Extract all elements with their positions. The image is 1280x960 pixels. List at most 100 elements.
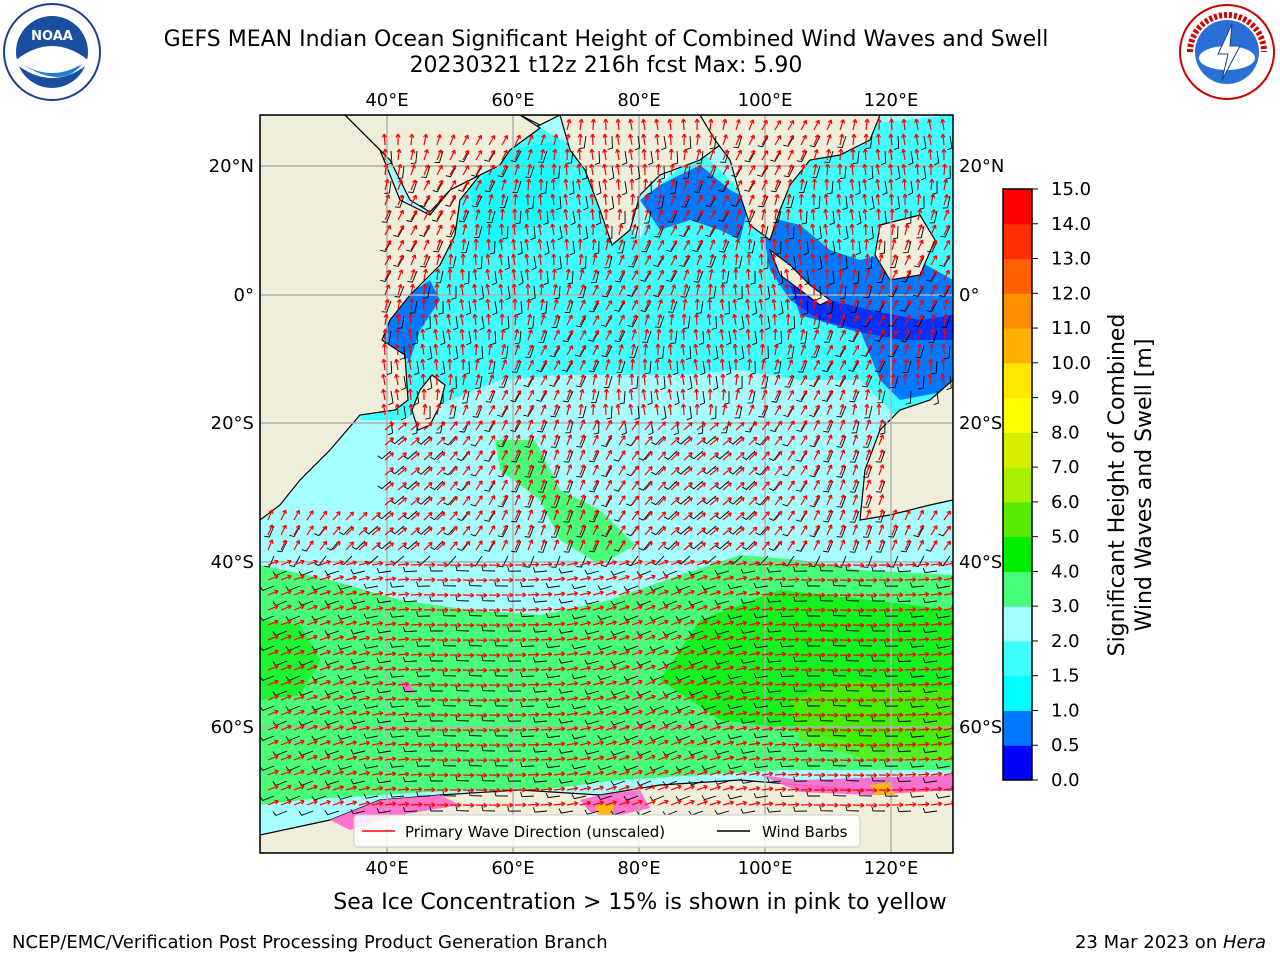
- wave-direction-arrow: [680, 388, 686, 401]
- wave-direction-arrow: [709, 482, 719, 491]
- wave-direction-arrow: [371, 512, 381, 521]
- wave-direction-arrow: [540, 314, 546, 326]
- wave-direction-arrow: [657, 466, 667, 476]
- wave-direction-arrow: [565, 268, 571, 281]
- wind-barb: [728, 525, 743, 535]
- wind-barb: [505, 285, 511, 301]
- wave-direction-arrow: [784, 253, 790, 266]
- wind-barb: [651, 525, 665, 536]
- wave-direction-arrow: [758, 268, 764, 281]
- wind-barb: [724, 300, 730, 315]
- bottom-lon-label: 120°E: [864, 858, 919, 879]
- wind-barb: [765, 315, 771, 331]
- wave-direction-arrow: [553, 524, 560, 536]
- wave-direction-arrow: [693, 388, 700, 401]
- wave-direction-arrow: [839, 494, 846, 506]
- wave-direction-arrow: [592, 479, 599, 491]
- wave-direction-arrow: [693, 343, 699, 356]
- wave-direction-arrow: [631, 559, 643, 566]
- wave-direction-arrow: [917, 224, 924, 236]
- wave-direction-arrow: [628, 163, 634, 176]
- wave-direction-arrow: [475, 510, 483, 521]
- right-lat-label: 0°: [959, 285, 979, 306]
- wind-barb: [932, 180, 938, 195]
- wave-direction-arrow: [878, 494, 885, 506]
- wave-direction-arrow: [761, 421, 770, 431]
- wind-barb: [706, 255, 717, 268]
- wind-barb: [635, 135, 641, 151]
- wind-barb: [750, 270, 756, 285]
- wind-barb: [809, 525, 821, 538]
- wind-barb: [848, 360, 860, 372]
- wind-barb: [836, 525, 847, 538]
- wind-barb: [836, 405, 847, 418]
- wave-direction-arrow: [579, 329, 587, 341]
- wind-barb: [770, 150, 782, 162]
- wave-direction-arrow: [501, 419, 508, 431]
- wave-direction-arrow: [683, 482, 693, 491]
- wave-direction-arrow: [878, 253, 884, 266]
- wave-direction-arrow: [875, 133, 882, 146]
- wind-barb: [871, 565, 886, 572]
- wave-direction-arrow: [579, 539, 586, 551]
- wind-barb: [737, 375, 743, 390]
- wave-direction-arrow: [615, 148, 621, 161]
- footer-date-text: 23 Mar 2023 on: [1074, 932, 1223, 953]
- wind-barb: [433, 240, 444, 253]
- wave-direction-arrow: [722, 527, 732, 536]
- wind-barb: [550, 435, 561, 448]
- wave-direction-arrow: [824, 178, 830, 191]
- wave-direction-arrow: [488, 509, 496, 521]
- wave-direction-arrow: [423, 511, 433, 521]
- wind-barb: [689, 450, 704, 460]
- wind-barb: [921, 135, 927, 151]
- wave-direction-arrow: [527, 524, 534, 536]
- wave-direction-arrow: [345, 526, 355, 536]
- wind-barb: [862, 525, 873, 538]
- wind-barb: [497, 405, 509, 418]
- wind-barb: [809, 555, 821, 568]
- bottom-lon-label: 40°E: [365, 858, 408, 879]
- wind-barb: [289, 525, 301, 538]
- wave-direction-arrow: [916, 343, 922, 356]
- wave-direction-arrow: [696, 467, 706, 476]
- colorbar-segment: [1003, 258, 1032, 294]
- wind-barb: [387, 150, 393, 166]
- wind-barb: [406, 240, 418, 252]
- wind-barb: [745, 210, 756, 223]
- wave-direction-arrow: [488, 149, 496, 161]
- wave-direction-arrow: [527, 479, 534, 491]
- wind-barb: [569, 240, 575, 256]
- wave-direction-arrow: [943, 510, 951, 521]
- wind-barb: [550, 405, 561, 418]
- wave-direction-arrow: [514, 344, 520, 356]
- wave-direction-arrow: [709, 164, 716, 176]
- wind-barb: [563, 540, 574, 553]
- wind-barb: [414, 360, 420, 376]
- wave-direction-arrow: [371, 527, 381, 536]
- wave-direction-arrow: [488, 524, 496, 536]
- wave-direction-arrow: [566, 464, 573, 476]
- wave-direction-arrow: [852, 509, 859, 521]
- wave-direction-arrow: [488, 404, 495, 416]
- wind-barb: [850, 300, 860, 313]
- wave-direction-arrow: [395, 313, 402, 326]
- wave-direction-arrow: [618, 299, 626, 311]
- wave-direction-arrow: [618, 284, 626, 296]
- wind-barb: [796, 150, 808, 163]
- wave-direction-arrow: [877, 238, 883, 251]
- wave-direction-arrow: [462, 223, 468, 236]
- wave-direction-arrow: [540, 464, 547, 476]
- wave-direction-arrow: [319, 540, 328, 551]
- wave-direction-arrow: [472, 298, 478, 311]
- wave-direction-arrow: [358, 526, 368, 536]
- wind-barb: [880, 150, 887, 166]
- wave-direction-arrow: [811, 283, 817, 296]
- wave-direction-arrow: [657, 254, 665, 266]
- wind-barb: [489, 240, 496, 255]
- wave-direction-arrow: [774, 420, 783, 431]
- wind-barb: [689, 510, 704, 520]
- wave-direction-arrow: [734, 253, 740, 266]
- wave-direction-arrow: [475, 194, 482, 206]
- wave-direction-arrow: [488, 419, 496, 431]
